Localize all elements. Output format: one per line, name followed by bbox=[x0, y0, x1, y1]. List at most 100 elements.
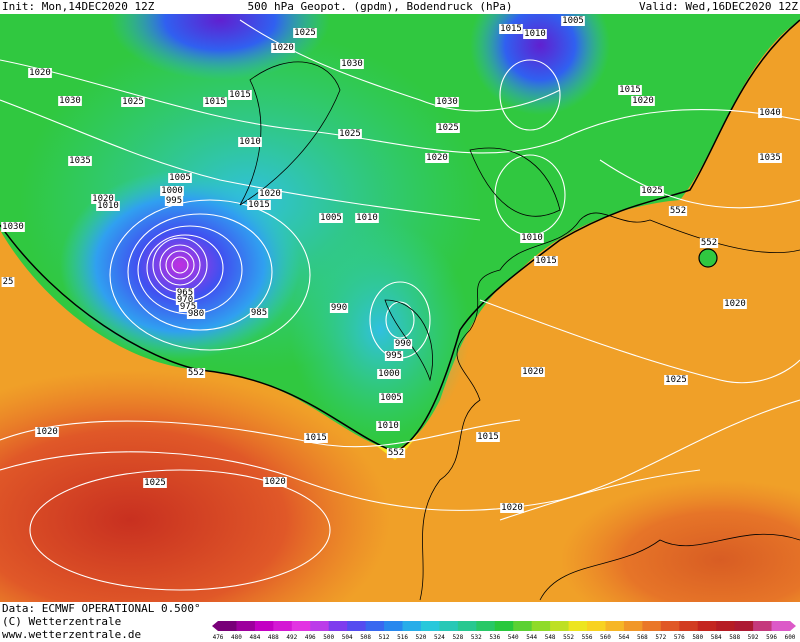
isobar-label: 1000 bbox=[378, 369, 400, 379]
colorbar-swatch bbox=[402, 621, 422, 631]
colorbar-tick-label: 512 bbox=[379, 634, 390, 641]
isobar-label: 995 bbox=[166, 196, 182, 206]
label-background bbox=[640, 186, 664, 196]
label-background bbox=[520, 233, 544, 243]
isobar-label: 1025 bbox=[122, 97, 144, 107]
colorbar-swatch bbox=[310, 621, 330, 631]
label-background bbox=[160, 186, 184, 196]
label-background bbox=[238, 137, 262, 147]
label-background bbox=[436, 123, 460, 133]
colorbar-tick-label: 572 bbox=[655, 634, 666, 641]
isobar-label: 1015 bbox=[305, 433, 327, 443]
label-background bbox=[534, 256, 558, 266]
isobar-label: 552 bbox=[670, 206, 686, 216]
isobar-label: 1015 bbox=[248, 200, 270, 210]
colorbar-swatch bbox=[384, 621, 404, 631]
isobar-label: 1020 bbox=[92, 194, 114, 204]
colorbar-swatch bbox=[550, 621, 570, 631]
website: www.wetterzentrale.de bbox=[2, 628, 141, 641]
colorbar-tick-label: 500 bbox=[323, 634, 334, 641]
colorbar-tick-label: 484 bbox=[249, 634, 260, 641]
isobar-label: 1035 bbox=[759, 153, 781, 163]
colorbar-tick-label: 548 bbox=[545, 634, 556, 641]
label-background bbox=[247, 200, 271, 210]
isobar-label: 1000 bbox=[161, 186, 183, 196]
label-background bbox=[1, 277, 15, 287]
label-background bbox=[186, 368, 206, 378]
isobar-label: 1025 bbox=[144, 478, 166, 488]
data-source: Data: ECMWF OPERATIONAL 0.500° bbox=[2, 602, 201, 615]
isobar-label: 1020 bbox=[632, 96, 654, 106]
isobar-label: 1025 bbox=[665, 375, 687, 385]
colorbar-swatch bbox=[753, 621, 773, 631]
colorbar-swatch bbox=[476, 621, 496, 631]
colorbar-swatch bbox=[365, 621, 385, 631]
colorbar-swatch bbox=[236, 621, 256, 631]
label-background bbox=[186, 309, 206, 319]
colorbar-tick-label: 488 bbox=[268, 634, 279, 641]
label-background bbox=[168, 173, 192, 183]
colorbar-tick-label: 528 bbox=[452, 634, 463, 641]
label-background bbox=[499, 24, 523, 34]
colorbar-tick-label: 584 bbox=[711, 634, 722, 641]
label-background bbox=[521, 367, 545, 377]
isobar-label: 1020 bbox=[272, 43, 294, 53]
colorbar-tick-label: 556 bbox=[582, 634, 593, 641]
label-background bbox=[175, 288, 195, 298]
label-background bbox=[668, 206, 688, 216]
label-background bbox=[435, 97, 459, 107]
label-background bbox=[293, 28, 317, 38]
isobar-label: 1015 bbox=[477, 432, 499, 442]
label-background bbox=[258, 189, 282, 199]
colorbar-tick-label: 544 bbox=[526, 634, 537, 641]
isobar-label: 995 bbox=[386, 351, 402, 361]
isobar-label: 1010 bbox=[377, 421, 399, 431]
colorbar-tick-label: 520 bbox=[416, 634, 427, 641]
colorbar-tick-label: 516 bbox=[397, 634, 408, 641]
colorbar-tick-label: 568 bbox=[637, 634, 648, 641]
copyright: (C) Wetterzentrale bbox=[2, 615, 121, 628]
label-background bbox=[758, 108, 782, 118]
colorbar-arrow bbox=[790, 621, 796, 631]
colorbar-swatch bbox=[457, 621, 477, 631]
isobar-label: 552 bbox=[388, 448, 404, 458]
isobar-label: 1005 bbox=[320, 213, 342, 223]
isobar-label: 990 bbox=[395, 339, 411, 349]
isobar-label: 25 bbox=[3, 277, 14, 287]
label-background bbox=[631, 96, 655, 106]
label-background bbox=[377, 369, 401, 379]
colorbar-swatch bbox=[291, 621, 311, 631]
label-background bbox=[178, 302, 198, 312]
isobar-label: 975 bbox=[180, 302, 196, 312]
colorbar-arrow bbox=[212, 621, 218, 631]
isobar-label: 1010 bbox=[97, 201, 119, 211]
colorbar-swatch bbox=[697, 621, 717, 631]
isobar-label: 1010 bbox=[524, 29, 546, 39]
label-background bbox=[338, 129, 362, 139]
label-background bbox=[228, 90, 252, 100]
colorbar-tick-label: 504 bbox=[342, 634, 353, 641]
label-background bbox=[28, 68, 52, 78]
colorbar-tick-label: 492 bbox=[286, 634, 297, 641]
colorbar-swatch bbox=[716, 621, 736, 631]
init-time: Init: Mon,14DEC2020 12Z bbox=[2, 0, 155, 13]
label-background bbox=[500, 503, 524, 513]
colorbar-tick-label: 600 bbox=[785, 634, 796, 641]
valid-time: Valid: Wed,16DEC2020 12Z bbox=[639, 0, 798, 13]
colorbar-swatch bbox=[439, 621, 459, 631]
isobar-label: 552 bbox=[701, 238, 717, 248]
colorbar-swatch bbox=[218, 621, 237, 631]
isobar-label: 1020 bbox=[36, 427, 58, 437]
isobar-label: 1025 bbox=[339, 129, 361, 139]
colorbar-tick-label: 592 bbox=[748, 634, 759, 641]
colorbar-swatch bbox=[587, 621, 606, 631]
label-background bbox=[355, 213, 379, 223]
label-background bbox=[379, 393, 403, 403]
isobar-label: 1015 bbox=[229, 90, 251, 100]
label-background bbox=[271, 43, 295, 53]
isobar-label: 1020 bbox=[29, 68, 51, 78]
colorbar-tick-label: 496 bbox=[305, 634, 316, 641]
isobar-label: 1020 bbox=[724, 299, 746, 309]
label-background bbox=[304, 433, 328, 443]
